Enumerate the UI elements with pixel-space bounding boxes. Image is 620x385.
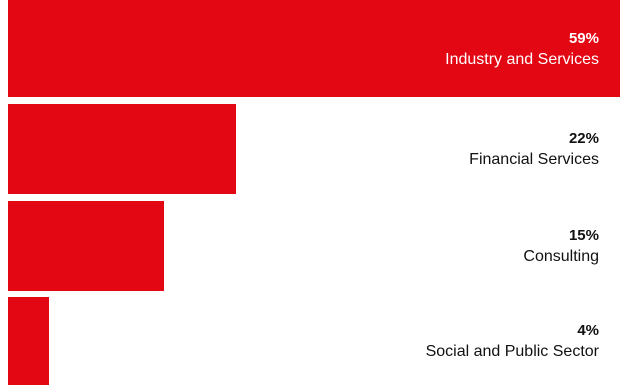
bar-category-label: Consulting — [523, 248, 599, 265]
bar — [8, 104, 236, 194]
bar-label: 4% Social and Public Sector — [426, 320, 599, 362]
bar-value-label: 4% — [577, 322, 599, 339]
bar-row: 59% Industry and Services — [0, 0, 620, 97]
bar-row: 15% Consulting — [0, 201, 620, 291]
bar-value-label: 59% — [568, 29, 599, 47]
bar-label: 22% Financial Services — [469, 128, 599, 170]
bar-value-label: 22% — [568, 130, 599, 147]
bar — [8, 297, 49, 385]
bar — [8, 201, 164, 291]
bar-label: 15% Consulting — [523, 225, 599, 267]
bar-row: 4% Social and Public Sector — [0, 297, 620, 385]
bar-category-label: Financial Services — [469, 151, 599, 168]
bar — [8, 0, 620, 97]
bar-label: 59% Industry and Services — [445, 28, 599, 70]
bar-value-label: 15% — [568, 227, 599, 244]
bar-category-label: Social and Public Sector — [425, 343, 599, 360]
bar-row: 22% Financial Services — [0, 104, 620, 194]
bar-category-label: Industry and Services — [445, 50, 599, 68]
